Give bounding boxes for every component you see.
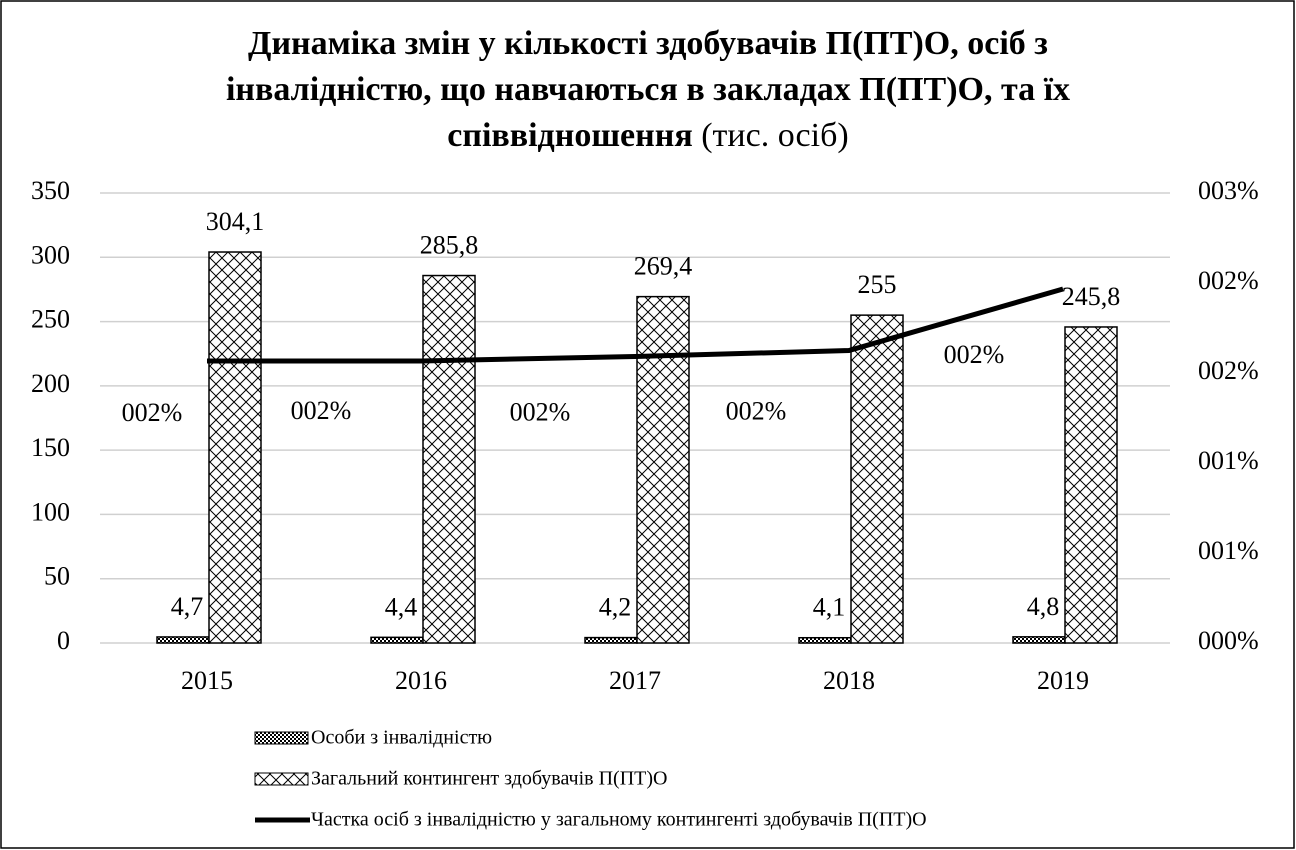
bar [156,636,210,644]
data-label: 4,2 [599,593,632,622]
data-label: 002% [726,396,787,425]
data-label: 002% [291,396,352,425]
y2-tick-label: 001% [1198,536,1259,565]
y2-tick-label: 002% [1198,266,1259,295]
y-tick-label: 250 [31,305,70,334]
data-label: 285,8 [420,231,479,260]
bar [798,636,852,644]
y-tick-label: 350 [31,176,70,205]
y-tick-label: 50 [44,562,70,591]
chart-title: Динаміка змін у кількості здобувачів П(П… [248,25,1048,62]
data-label: 269,4 [634,252,693,281]
data-label: 4,8 [1027,592,1060,621]
x-tick-label: 2017 [609,666,661,695]
data-label: 002% [122,398,183,427]
data-label: 255 [858,270,897,299]
data-label: 4,4 [385,592,418,621]
x-tick-label: 2019 [1037,666,1089,695]
data-label: 4,1 [813,593,846,622]
legend-marker [254,772,309,786]
legend-label: Особи з інвалідністю [311,727,492,749]
bar [370,636,424,644]
y-tick-label: 150 [31,433,70,462]
data-label: 4,7 [171,592,204,621]
data-label: 002% [944,340,1005,369]
data-label: 245,8 [1062,282,1121,311]
data-label: 002% [510,397,571,426]
bar [208,251,262,644]
bar [850,314,904,644]
x-tick-label: 2015 [181,666,233,695]
chart-title: співвідношення (тис. осіб) [447,117,848,154]
y2-tick-label: 001% [1198,446,1259,475]
y-tick-label: 100 [31,497,70,526]
x-tick-label: 2016 [395,666,447,695]
bar [1064,326,1118,644]
legend-label: Частка осіб з інвалідністю у загальному … [311,809,927,831]
bar [636,295,690,644]
x-tick-label: 2018 [823,666,875,695]
chart-title: інвалідністю, що навчаються в закладах П… [226,71,1070,108]
legend-label: Загальний контингент здобувачів П(ПТ)О [311,768,667,790]
y2-tick-label: 002% [1198,356,1259,385]
y-tick-label: 0 [57,626,70,655]
data-label: 304,1 [206,207,265,236]
y2-tick-label: 000% [1198,626,1259,655]
y-tick-label: 300 [31,240,70,269]
title-unit: (тис. осіб) [701,117,848,154]
chart-title: співвідношення [447,117,692,154]
bar [1012,636,1066,644]
line [207,286,1064,364]
legend-marker [254,731,309,745]
y2-tick-label: 003% [1198,176,1259,205]
bar [584,636,638,644]
bar [422,274,476,644]
y-tick-label: 200 [31,369,70,398]
